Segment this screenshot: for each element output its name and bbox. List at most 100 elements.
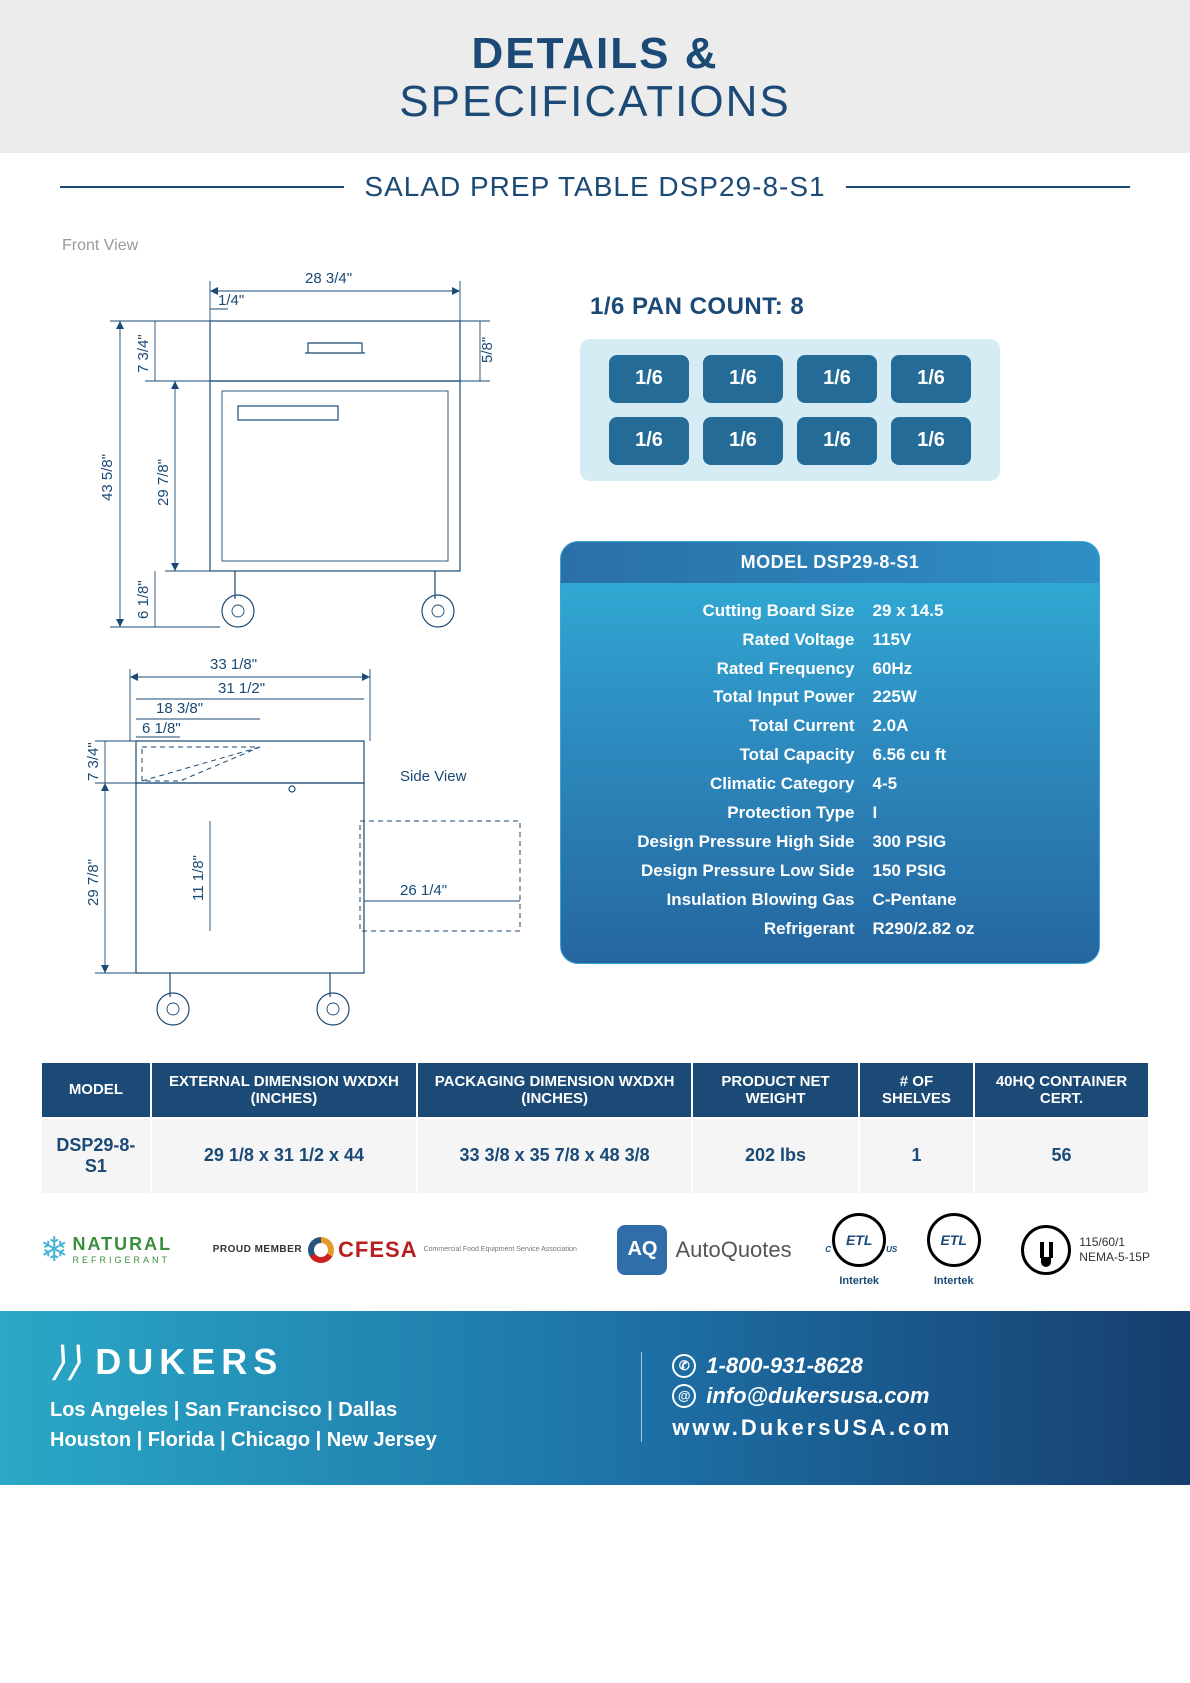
locations-line1: Los Angeles | San Francisco | Dallas (50, 1395, 611, 1425)
pan-cell: 1/6 (797, 417, 877, 465)
cfesa-name: CFESA (338, 1237, 418, 1263)
spec-value: 300 PSIG (873, 828, 1076, 857)
td-weight: 202 lbs (692, 1118, 859, 1194)
front-view-label: Front View (62, 237, 530, 255)
pan-cell: 1/6 (703, 355, 783, 403)
etl-us: US (886, 1245, 897, 1254)
etl-mark: ETL (846, 1232, 872, 1248)
cert-badges-row: ❄ NATURAL REFRIGERANT PROUD MEMBER CFESA… (0, 1195, 1190, 1311)
spec-label: Climatic Category (585, 770, 855, 799)
natural-text: NATURAL REFRIGERANT (73, 1234, 173, 1265)
pan-cell: 1/6 (891, 417, 971, 465)
pan-cell: 1/6 (891, 355, 971, 403)
spec-value: 29 x 14.5 (873, 597, 1076, 626)
dim-right-top: 5/8" (479, 337, 496, 363)
spec-label: Total Current (585, 712, 855, 741)
td-model: DSP29-8-S1 (41, 1118, 151, 1194)
spec-value: 6.56 cu ft (873, 741, 1076, 770)
dim-door-h: 11 1/8" (190, 855, 207, 901)
cfesa-pm: PROUD MEMBER (213, 1244, 302, 1255)
dim-left-upper: 7 3/4" (135, 334, 152, 373)
th-weight: PRODUCT NET WEIGHT (692, 1062, 859, 1118)
spec-value: 115V (873, 626, 1076, 655)
spec-labels: Cutting Board Size Rated Voltage Rated F… (585, 597, 855, 944)
dim-board: 18 3/8" (156, 700, 203, 717)
spec-label: Insulation Blowing Gas (585, 886, 855, 915)
spec-value: I (873, 799, 1076, 828)
td-pkg: 33 3/8 x 35 7/8 x 48 3/8 (417, 1118, 692, 1194)
etl-caption: Intertek (839, 1275, 879, 1287)
brand-name: DUKERS (95, 1341, 283, 1383)
dim-side-total: 33 1/8" (210, 656, 257, 673)
dim-side-mid: 29 7/8" (85, 859, 102, 906)
etl-us-badge: ETL C US Intertek (832, 1213, 886, 1287)
dimensions-table: MODEL EXTERNAL DIMENSION WXDXH (INCHES) … (40, 1061, 1150, 1195)
spec-value: 4-5 (873, 770, 1076, 799)
snowflake-icon: ❄ (40, 1233, 69, 1267)
natural-line2: REFRIGERANT (73, 1255, 173, 1265)
pan-layout-box: 1/6 1/6 1/6 1/6 1/6 1/6 1/6 1/6 (580, 339, 1000, 481)
etl-sanitation-badge: ETL Intertek (927, 1213, 981, 1287)
email-row: @ info@dukersusa.com (672, 1383, 1140, 1409)
pan-count-title: 1/6 PAN COUNT: 8 (590, 293, 1130, 321)
etl-circle-icon: ETL (927, 1213, 981, 1267)
spec-label: Rated Voltage (585, 626, 855, 655)
spec-label: Total Capacity (585, 741, 855, 770)
etl-mark: ETL (941, 1232, 967, 1248)
header-band: DETAILS & SPECIFICATIONS (0, 0, 1190, 153)
spec-label: Protection Type (585, 799, 855, 828)
spec-body: Cutting Board Size Rated Voltage Rated F… (561, 583, 1099, 964)
title-line2: SPECIFICATIONS (399, 77, 790, 126)
dim-left-total: 43 5/8" (99, 454, 116, 501)
dim-door-w: 26 1/4" (400, 882, 447, 899)
td-ext: 29 1/8 x 31 1/2 x 44 (151, 1118, 417, 1194)
side-view-label: Side View (400, 768, 467, 785)
spec-value: 60Hz (873, 655, 1076, 684)
spec-card: MODEL DSP29-8-S1 Cutting Board Size Rate… (560, 541, 1100, 965)
footer: ⟩⟩ DUKERS Los Angeles | San Francisco | … (0, 1311, 1190, 1485)
pan-cell: 1/6 (609, 355, 689, 403)
spec-values: 29 x 14.5 115V 60Hz 225W 2.0A 6.56 cu ft… (873, 597, 1076, 944)
dim-side-inner: 31 1/2" (218, 680, 265, 697)
dim-side-upper: 7 3/4" (85, 742, 102, 781)
spec-card-title: MODEL DSP29-8-S1 (561, 542, 1099, 583)
cfesa-badge: PROUD MEMBER CFESA Commercial Food Equip… (213, 1237, 577, 1263)
pan-cell: 1/6 (609, 417, 689, 465)
plug-icon (1021, 1225, 1071, 1275)
brand: ⟩⟩ DUKERS (50, 1339, 611, 1385)
dim-top-inset: 1/4" (218, 292, 244, 309)
subtitle-row: SALAD PREP TABLE DSP29-8-S1 (0, 153, 1190, 213)
email: info@dukersusa.com (706, 1383, 929, 1409)
page: DETAILS & SPECIFICATIONS SALAD PREP TABL… (0, 0, 1190, 1485)
td-container: 56 (974, 1118, 1149, 1194)
dim-top-width: 28 3/4" (305, 270, 352, 287)
aq-mark: AQ (617, 1225, 667, 1275)
title-line1: DETAILS & (472, 29, 719, 78)
etl-c: C (825, 1245, 831, 1254)
info-column: 1/6 PAN COUNT: 8 1/6 1/6 1/6 1/6 1/6 1/6… (560, 233, 1130, 1041)
autoquotes-badge: AQ AutoQuotes (617, 1225, 791, 1275)
spec-value: 2.0A (873, 712, 1076, 741)
at-icon: @ (672, 1384, 696, 1408)
th-container: 40HQ CONTAINER CERT. (974, 1062, 1149, 1118)
phone-icon: ✆ (672, 1354, 696, 1378)
dim-board-left: 6 1/8" (142, 720, 181, 737)
drawings-column: Front View (60, 233, 530, 1041)
dim-left-mid: 29 7/8" (155, 459, 172, 506)
side-view-drawing: 33 1/8" 31 1/2" 18 3/8" 6 1/8" (60, 651, 530, 1041)
website: www.DukersUSA.com (672, 1415, 1140, 1441)
cfesa-sub: Commercial Food Equipment Service Associ… (424, 1246, 577, 1253)
page-title: DETAILS & SPECIFICATIONS (0, 30, 1190, 127)
footer-left: ⟩⟩ DUKERS Los Angeles | San Francisco | … (50, 1339, 611, 1455)
pan-cell: 1/6 (703, 417, 783, 465)
pan-row-2: 1/6 1/6 1/6 1/6 (602, 417, 978, 465)
spec-label: Cutting Board Size (585, 597, 855, 626)
th-pkg: PACKAGING DIMENSION WXDXH (INCHES) (417, 1062, 692, 1118)
natural-refrigerant-badge: ❄ NATURAL REFRIGERANT (40, 1233, 172, 1267)
footer-right: ✆1-800-931-8628 @info@dukersusa.com www.… (672, 1349, 1140, 1445)
spec-label: Refrigerant (585, 915, 855, 944)
spec-value: R290/2.82 oz (873, 915, 1076, 944)
spec-value: 150 PSIG (873, 857, 1076, 886)
th-shelves: # OF SHELVES (859, 1062, 974, 1118)
natural-line1: NATURAL (73, 1234, 173, 1255)
